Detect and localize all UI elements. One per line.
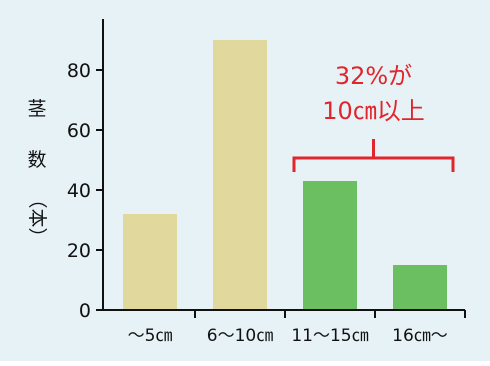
y-label-char-2: 数 xyxy=(27,149,46,171)
bar-1 xyxy=(123,214,177,310)
bar-4 xyxy=(393,265,447,310)
y-tick-label-60: 60 xyxy=(67,120,91,142)
y-tick-label-20: 20 xyxy=(67,240,91,262)
annotation-bracket xyxy=(292,139,455,172)
y-axis-label: 茎数 （本） xyxy=(26,98,48,247)
annotation-group: 32%が 10㎝以上 xyxy=(292,62,455,172)
x-tick-label-1: ～5㎝ xyxy=(128,326,173,346)
y-tick-label-80: 80 xyxy=(67,60,91,82)
axes-group xyxy=(96,19,466,318)
x-tick-label-3: 11～15㎝ xyxy=(291,326,368,346)
bar-3 xyxy=(303,181,357,310)
y-label-char-3: （本） xyxy=(26,189,48,246)
x-tick-labels: ～5㎝ 6～10㎝ 11～15㎝ 16㎝～ xyxy=(128,326,448,346)
y-label-char-1: 茎 xyxy=(27,98,46,120)
x-tick-label-4: 16㎝～ xyxy=(392,326,448,346)
x-tick-label-2: 6～10㎝ xyxy=(207,326,273,346)
annotation-line-2: 10㎝以上 xyxy=(322,97,425,125)
y-tick-labels: 0 20 40 60 80 xyxy=(67,60,91,322)
annotation-line-1: 32%が xyxy=(335,62,412,90)
bars-group xyxy=(123,40,447,310)
y-tick-label-40: 40 xyxy=(67,180,91,202)
y-tick-label-0: 0 xyxy=(79,300,91,322)
bar-2 xyxy=(213,40,267,310)
